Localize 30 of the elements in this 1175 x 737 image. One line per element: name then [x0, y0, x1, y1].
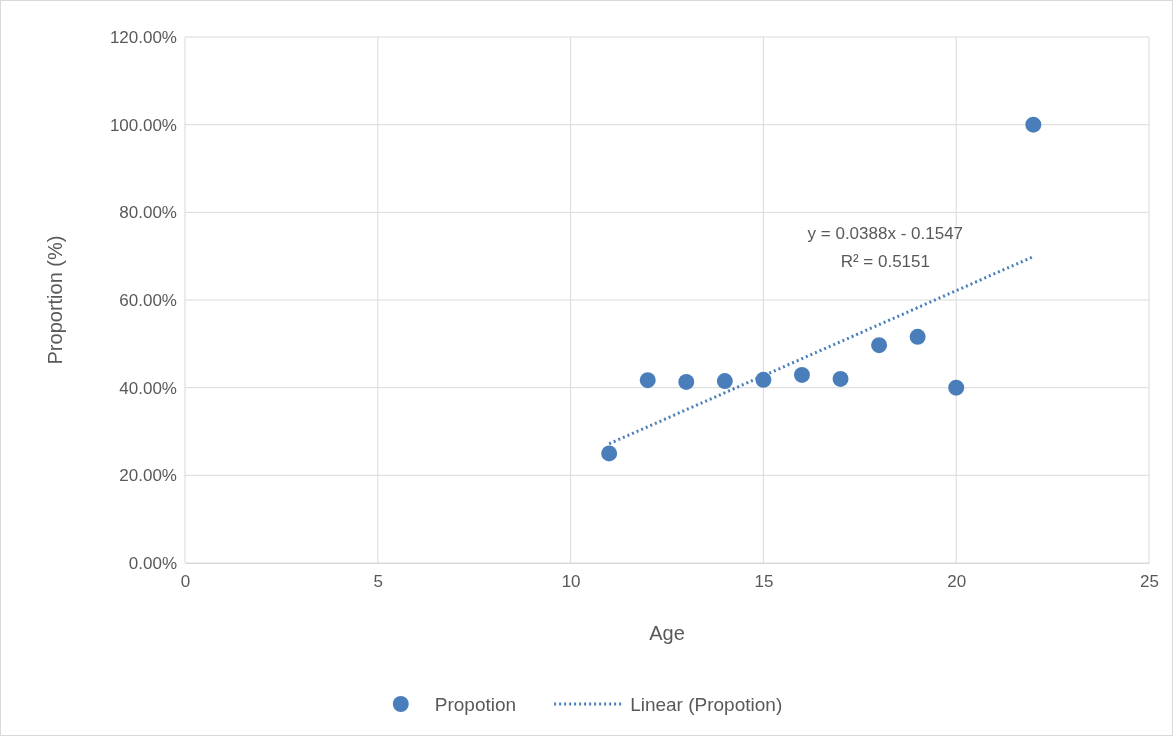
point: [755, 371, 772, 388]
x-axis-title: Age: [649, 622, 685, 644]
point: [639, 372, 656, 389]
x-tick-label: 20: [947, 572, 967, 592]
y-axis-title: Proportion (%): [44, 235, 66, 365]
point: [871, 337, 888, 354]
annotation: y = 0.0388x - 0.1547: [807, 223, 964, 243]
y-tick-label: 120.00%: [109, 27, 177, 47]
x-tick-label: 15: [754, 572, 774, 592]
legend-label: Linear (Propotion): [630, 693, 783, 715]
annotation: R² = 0.5151: [840, 251, 930, 271]
legend-label: Propotion: [434, 693, 517, 715]
point: [678, 374, 695, 390]
x-tick-label: 5: [373, 572, 384, 592]
y-tick-label: 60.00%: [119, 290, 177, 310]
x-tick-label: 25: [1140, 572, 1159, 592]
y-tick-label: 100.00%: [109, 115, 177, 135]
point: [948, 379, 965, 396]
point: [1025, 116, 1042, 133]
y-tick-label: 0.00%: [128, 553, 177, 573]
y-tick-label: 40.00%: [119, 378, 177, 398]
point: [832, 370, 849, 387]
x-tick-label: 10: [561, 572, 581, 592]
y-tick-label: 20.00%: [119, 466, 177, 486]
point: [601, 445, 618, 462]
point: [793, 366, 810, 383]
point: [716, 373, 733, 390]
x-tick-label: 0: [180, 572, 191, 592]
point: [909, 328, 926, 345]
y-tick-label: 80.00%: [119, 203, 177, 223]
